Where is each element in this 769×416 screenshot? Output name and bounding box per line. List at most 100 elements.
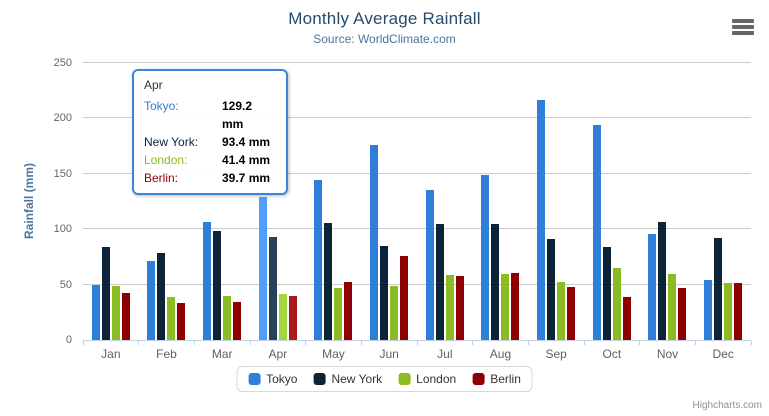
bar-new-york-jul[interactable] <box>435 223 444 340</box>
legend-item-london[interactable]: London <box>398 372 456 386</box>
bar-tokyo-jul[interactable] <box>425 189 434 340</box>
bar-new-york-jun[interactable] <box>380 246 389 340</box>
bar-group-feb <box>139 63 195 340</box>
legend-symbol <box>313 373 326 385</box>
x-axis-tick <box>138 341 140 345</box>
bar-group-oct <box>584 63 640 340</box>
bar-new-york-sep[interactable] <box>547 238 556 340</box>
legend-label: London <box>416 372 457 386</box>
x-axis-label: Sep <box>545 347 567 361</box>
bar-berlin-may[interactable] <box>344 281 353 340</box>
x-axis-tick <box>82 341 84 345</box>
bar-berlin-aug[interactable] <box>511 273 520 340</box>
x-axis-tick <box>472 341 474 345</box>
y-axis-label: 50 <box>59 278 72 291</box>
bar-london-jul[interactable] <box>445 274 454 340</box>
gridline <box>83 172 751 174</box>
bar-group-mar <box>194 63 250 340</box>
bar-berlin-jan[interactable] <box>121 293 130 340</box>
x-axis-label: Aug <box>489 347 512 361</box>
tooltip-series-value: 129.2 mm <box>222 99 253 131</box>
bar-berlin-feb[interactable] <box>177 303 186 340</box>
bar-london-jan[interactable] <box>111 285 120 340</box>
x-axis-label: Nov <box>656 347 679 361</box>
legend-item-berlin[interactable]: Berlin <box>472 372 521 386</box>
bar-tokyo-oct[interactable] <box>592 124 601 340</box>
bar-berlin-mar[interactable] <box>233 301 242 340</box>
legend: Tokyo New York London Berlin <box>236 366 533 392</box>
bar-new-york-jan[interactable] <box>101 247 110 340</box>
bar-tokyo-may[interactable] <box>314 180 323 340</box>
bar-london-apr[interactable] <box>278 294 287 340</box>
bar-new-york-feb[interactable] <box>157 252 166 340</box>
x-axis-label: Jul <box>437 347 453 361</box>
bar-new-york-aug[interactable] <box>491 224 500 340</box>
x-axis-label: Mar <box>211 347 233 361</box>
legend-label: New York <box>331 372 383 386</box>
bar-london-jun[interactable] <box>390 286 399 340</box>
y-axis-label: 150 <box>53 167 72 180</box>
bar-berlin-sep[interactable] <box>567 287 576 340</box>
bar-group-apr <box>250 63 306 340</box>
bar-new-york-nov[interactable] <box>658 221 667 340</box>
hamburger-icon[interactable] <box>732 19 754 35</box>
bar-new-york-oct[interactable] <box>602 247 611 340</box>
legend-label: Tokyo <box>266 372 298 386</box>
bar-berlin-oct[interactable] <box>622 296 631 340</box>
tooltip-series-label: Tokyo: <box>144 99 179 113</box>
legend-symbol <box>472 373 485 385</box>
bar-london-mar[interactable] <box>223 296 232 340</box>
bar-group-jul <box>417 63 473 340</box>
bar-tokyo-jan[interactable] <box>91 284 100 340</box>
gridline <box>83 228 751 230</box>
bar-tokyo-dec[interactable] <box>704 279 713 340</box>
bar-group-jan <box>83 63 139 340</box>
x-axis-label: Oct <box>602 347 622 361</box>
bar-tokyo-jun[interactable] <box>370 145 379 340</box>
x-axis-label: May <box>322 347 345 361</box>
x-axis-tick <box>305 341 307 345</box>
bar-new-york-may[interactable] <box>324 222 333 340</box>
x-axis-label: Feb <box>156 347 177 361</box>
bar-london-may[interactable] <box>334 287 343 340</box>
x-axis-tick <box>360 341 362 345</box>
y-axis-label: 100 <box>53 223 72 236</box>
chart-title: Monthly Average Rainfall <box>288 9 481 28</box>
bar-london-dec[interactable] <box>724 283 733 340</box>
credit-link[interactable]: Highcharts.com <box>692 400 762 411</box>
bar-berlin-apr[interactable] <box>288 296 297 340</box>
bar-berlin-dec[interactable] <box>734 283 743 340</box>
bar-new-york-apr[interactable] <box>268 236 277 340</box>
bar-tokyo-nov[interactable] <box>648 234 657 340</box>
legend-item-new-york[interactable]: New York <box>313 372 382 386</box>
bar-berlin-jul[interactable] <box>455 276 464 340</box>
bar-tokyo-aug[interactable] <box>481 175 490 340</box>
bar-berlin-jun[interactable] <box>400 256 409 340</box>
bar-london-aug[interactable] <box>501 273 510 340</box>
bar-group-jun <box>361 63 417 340</box>
gridline <box>83 283 751 285</box>
tooltip-row: Berlin: 39.7 mm <box>144 169 276 187</box>
bar-tokyo-apr[interactable] <box>258 196 267 340</box>
bar-london-oct[interactable] <box>612 267 621 340</box>
tooltip-series-label: Berlin: <box>144 171 179 185</box>
bar-berlin-nov[interactable] <box>678 288 687 340</box>
bar-new-york-dec[interactable] <box>714 237 723 340</box>
bar-tokyo-sep[interactable] <box>537 100 546 340</box>
x-axis-tick <box>416 341 418 345</box>
tooltip-row: London: 41.4 mm <box>144 151 276 169</box>
bar-london-sep[interactable] <box>557 281 566 340</box>
bar-tokyo-feb[interactable] <box>147 260 156 340</box>
legend-item-tokyo[interactable]: Tokyo <box>248 372 297 386</box>
bar-london-nov[interactable] <box>668 274 677 340</box>
bar-tokyo-mar[interactable] <box>203 222 212 340</box>
bar-group-aug <box>473 63 529 340</box>
tooltip-header: Apr <box>144 78 163 92</box>
bar-london-feb[interactable] <box>167 297 176 340</box>
x-axis-label: Apr <box>268 347 288 361</box>
bar-new-york-mar[interactable] <box>213 230 222 340</box>
x-axis-tick <box>583 341 585 345</box>
tooltip-series-value: 93.4 mm <box>222 135 271 149</box>
x-axis-tick <box>694 341 696 345</box>
